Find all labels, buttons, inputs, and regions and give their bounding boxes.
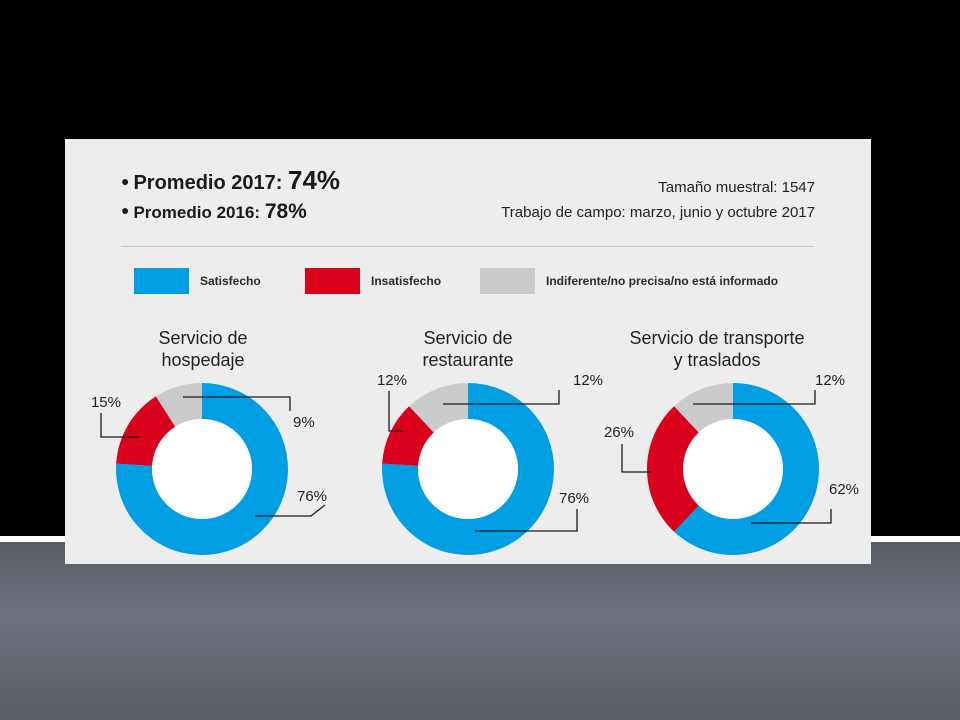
slide-bottom-background [0, 540, 960, 720]
promedio-2016-label: Promedio 2016: [133, 203, 261, 222]
legend-swatch-insatisfecho [305, 268, 360, 294]
leader-line-transporte-satisfecho [751, 509, 832, 524]
leader-line-transporte-indiferente [693, 390, 816, 405]
donut-hole-transporte [683, 419, 783, 519]
promedio-2016-value: 78% [264, 200, 307, 223]
leader-line-hospedaje-insatisfecho [100, 413, 139, 438]
donut-charts: 76% 15% 9% 76% 12% 12% 62% 26% 12% [91, 372, 859, 555]
slice-restaurante-indiferente [409, 383, 468, 433]
promedio-2017: ● Promedio 2017: 74% [121, 165, 340, 196]
leader-line-restaurante-indiferente [443, 390, 560, 405]
data-label-transporte-insatisfecho: 26% [604, 424, 634, 441]
legend-swatch-satisfecho [134, 268, 189, 294]
donut-hole-hospedaje [152, 419, 252, 519]
legend-item-insatisfecho: Insatisfecho [305, 268, 441, 294]
slice-restaurante-satisfecho [382, 383, 554, 555]
chart-title-hospedaje: Servicio de hospedaje [158, 328, 248, 370]
leader-line-restaurante-satisfecho [475, 509, 578, 532]
bullet-icon: ● [121, 202, 130, 218]
promedio-2017-value: 74% [287, 165, 341, 195]
bullet-icon: ● [121, 173, 130, 189]
legend-label-satisfecho: Satisfecho [200, 274, 261, 288]
data-label-hospedaje-satisfecho: 76% [297, 488, 327, 505]
data-label-restaurante-indiferente: 12% [573, 372, 603, 389]
chart-title-restaurante: Servicio de restaurante [422, 328, 514, 370]
leader-line-hospedaje-satisfecho [255, 504, 326, 517]
legend-item-satisfecho: Satisfecho [134, 268, 261, 294]
fieldwork-dates: Trabajo de campo: marzo, junio y octubre… [501, 204, 815, 221]
satisfaction-infographic: ● Promedio 2017: 74% ● Promedio 2016: 78% … [65, 139, 871, 564]
data-label-transporte-satisfecho: 62% [829, 481, 859, 498]
slice-transporte-satisfecho [674, 383, 819, 555]
leader-line-restaurante-insatisfecho [388, 391, 403, 432]
slice-hospedaje-indiferente [155, 383, 202, 427]
data-label-restaurante-insatisfecho: 12% [377, 372, 407, 389]
chart-title-transporte: Servicio de transporte y traslados [629, 328, 805, 370]
data-label-hospedaje-indiferente: 9% [293, 414, 315, 431]
sample-size: Tamaño muestral: 1547 [658, 179, 815, 196]
legend-label-indiferente: Indiferente/no precisa/no está informado [546, 274, 779, 288]
promedio-2017-label: Promedio 2017: [133, 172, 283, 194]
data-label-transporte-indiferente: 12% [815, 372, 845, 389]
promedio-2016: ● Promedio 2016: 78% [121, 200, 307, 224]
legend-item-indiferente: Indiferente/no precisa/no está informado [480, 268, 778, 294]
leader-line-transporte-insatisfecho [621, 444, 652, 473]
slice-hospedaje-satisfecho [116, 383, 288, 555]
legend-swatch-indiferente [480, 268, 535, 294]
donut-hole-restaurante [418, 419, 518, 519]
leader-line-hospedaje-indiferente [183, 396, 291, 411]
header-divider [121, 246, 814, 247]
legend-label-insatisfecho: Insatisfecho [371, 274, 442, 288]
slice-restaurante-insatisfecho [382, 406, 434, 466]
slice-transporte-insatisfecho [647, 406, 699, 532]
slice-transporte-indiferente [674, 383, 733, 433]
data-label-hospedaje-insatisfecho: 15% [91, 394, 121, 411]
data-label-restaurante-satisfecho: 76% [559, 490, 589, 507]
slice-hospedaje-insatisfecho [116, 396, 176, 466]
